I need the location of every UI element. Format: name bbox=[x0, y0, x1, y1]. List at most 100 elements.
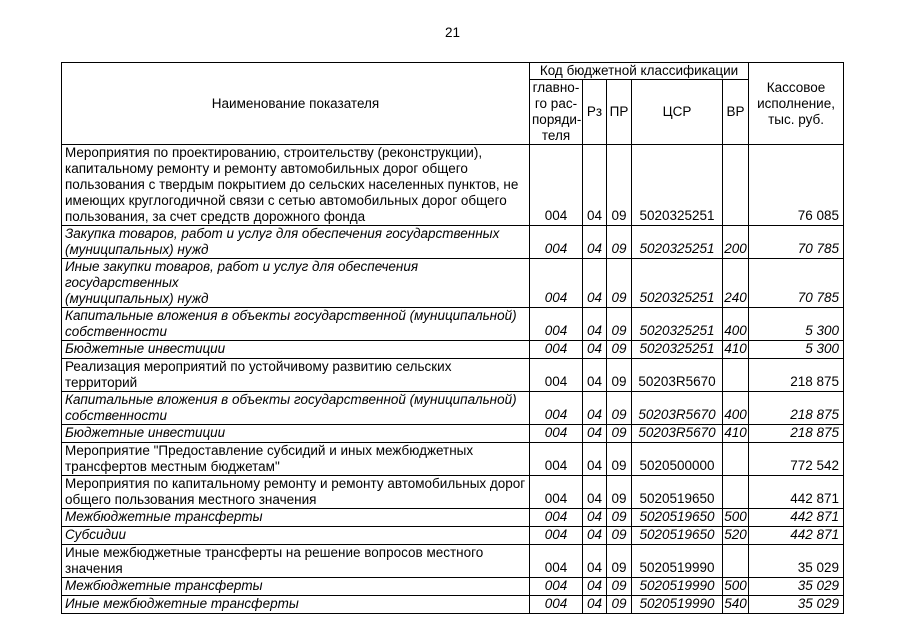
cell-pr: 09 bbox=[606, 340, 632, 359]
cell-amount: 218 875 bbox=[748, 358, 845, 392]
cell-pr: 09 bbox=[606, 358, 632, 392]
cell-rz: 04 bbox=[582, 577, 607, 596]
col-header-csr: ЦСР bbox=[631, 79, 723, 145]
cell-vr: 400 bbox=[721, 307, 750, 341]
table-row: Мероприятия по капитальному ремонту и ре… bbox=[61, 475, 845, 509]
table-row: Субсидии 004 04 09 5020519650 520 442 871 bbox=[61, 526, 845, 545]
cell-pr: 09 bbox=[606, 144, 632, 226]
cell-rz: 04 bbox=[582, 307, 607, 341]
cell-grbs: 004 bbox=[529, 442, 583, 476]
cell-csr: 5020519990 bbox=[631, 544, 723, 578]
budget-table: Наименование показателя Код бюджетной кл… bbox=[61, 62, 845, 614]
cell-amount: 35 029 bbox=[748, 577, 845, 596]
cell-grbs: 004 bbox=[529, 358, 583, 392]
col-header-cash-execution: Кассовое исполнение, тыс. руб. bbox=[748, 62, 845, 145]
cell-csr: 5020325251 bbox=[631, 144, 723, 226]
header-row-group: Наименование показателя Код бюджетной кл… bbox=[61, 62, 845, 145]
cell-rz: 04 bbox=[582, 144, 607, 226]
cell-vr bbox=[721, 358, 750, 392]
table-row: Закупка товаров, работ и услуг для обесп… bbox=[61, 225, 845, 259]
cell-indicator-name: Бюджетные инвестиции bbox=[61, 340, 530, 359]
cell-csr: 50203R5670 bbox=[631, 391, 723, 425]
cell-grbs: 004 bbox=[529, 544, 583, 578]
cell-rz: 04 bbox=[582, 475, 607, 509]
cell-rz: 04 bbox=[582, 258, 607, 308]
cell-csr: 5020519990 bbox=[631, 577, 723, 596]
cell-indicator-name: Межбюджетные трансферты bbox=[61, 577, 530, 596]
cell-grbs: 004 bbox=[529, 595, 583, 614]
cell-rz: 04 bbox=[582, 391, 607, 425]
col-header-vr: ВР bbox=[721, 79, 750, 145]
cell-amount: 35 029 bbox=[748, 595, 845, 614]
cell-indicator-name: Мероприятия по капитальному ремонту и ре… bbox=[61, 475, 530, 509]
cell-pr: 09 bbox=[606, 225, 632, 259]
table-row: Мероприятия по проектированию, строитель… bbox=[61, 144, 845, 226]
cell-amount: 70 785 bbox=[748, 258, 845, 308]
cell-grbs: 004 bbox=[529, 307, 583, 341]
cell-rz: 04 bbox=[582, 225, 607, 259]
cell-grbs: 004 bbox=[529, 475, 583, 509]
cell-indicator-name: Субсидии bbox=[61, 526, 530, 545]
cell-indicator-name: Закупка товаров, работ и услуг для обесп… bbox=[61, 225, 530, 259]
cell-csr: 5020325251 bbox=[631, 307, 723, 341]
cell-vr: 500 bbox=[721, 577, 750, 596]
cell-indicator-name: Иные закупки товаров, работ и услуг для … bbox=[61, 258, 530, 308]
cell-csr: 50203R5670 bbox=[631, 358, 723, 392]
cell-rz: 04 bbox=[582, 442, 607, 476]
cell-indicator-name: Реализация мероприятий по устойчивому ра… bbox=[61, 358, 530, 392]
cell-amount: 442 871 bbox=[748, 475, 845, 509]
cell-vr: 400 bbox=[721, 391, 750, 425]
cell-vr: 540 bbox=[721, 595, 750, 614]
cell-pr: 09 bbox=[606, 544, 632, 578]
cell-vr bbox=[721, 475, 750, 509]
col-header-pr: ПР bbox=[606, 79, 632, 145]
table-row: Бюджетные инвестиции 004 04 09 5020325251 410… bbox=[61, 340, 845, 359]
table-row: Капитальные вложения в объекты государст… bbox=[61, 391, 845, 425]
cell-indicator-name: Бюджетные инвестиции bbox=[61, 424, 530, 443]
cell-grbs: 004 bbox=[529, 526, 583, 545]
table-row: Мероприятие "Предоставление субсидий и и… bbox=[61, 442, 845, 476]
cell-grbs: 004 bbox=[529, 225, 583, 259]
cell-grbs: 004 bbox=[529, 424, 583, 443]
col-header-rz: Рз bbox=[582, 79, 607, 145]
cell-pr: 09 bbox=[606, 595, 632, 614]
cell-grbs: 004 bbox=[529, 258, 583, 308]
cell-csr: 5020519990 bbox=[631, 595, 723, 614]
table-row: Иные межбюджетные трансферты 004 04 09 50205… bbox=[61, 595, 845, 614]
header-row-sub: главно- го рас- поряди- теля Рз ПР ЦСР В… bbox=[62, 79, 844, 145]
cell-amount: 772 542 bbox=[748, 442, 845, 476]
cell-pr: 09 bbox=[606, 424, 632, 443]
cell-csr: 5020325251 bbox=[631, 340, 723, 359]
cell-rz: 04 bbox=[582, 358, 607, 392]
cell-rz: 04 bbox=[582, 595, 607, 614]
budget-table-body: Мероприятия по проектированию, строитель… bbox=[61, 144, 845, 614]
cell-csr: 5020325251 bbox=[631, 225, 723, 259]
cell-indicator-name: Капитальные вложения в объекты государст… bbox=[61, 391, 530, 425]
cell-pr: 09 bbox=[606, 526, 632, 545]
cell-grbs: 004 bbox=[529, 508, 583, 527]
table-row: Иные закупки товаров, работ и услуг для … bbox=[61, 258, 845, 308]
cell-grbs: 004 bbox=[529, 391, 583, 425]
cell-indicator-name: Межбюджетные трансферты bbox=[61, 508, 530, 527]
cell-rz: 04 bbox=[582, 544, 607, 578]
cell-pr: 09 bbox=[606, 307, 632, 341]
cell-amount: 5 300 bbox=[748, 307, 845, 341]
page-number: 21 bbox=[444, 25, 461, 40]
table-row: Реализация мероприятий по устойчивому ра… bbox=[61, 358, 845, 392]
cell-vr: 520 bbox=[721, 526, 750, 545]
cell-indicator-name: Мероприятие "Предоставление субсидий и и… bbox=[61, 442, 530, 476]
cell-pr: 09 bbox=[606, 391, 632, 425]
cell-vr: 200 bbox=[721, 225, 750, 259]
budget-table-header: Наименование показателя Код бюджетной кл… bbox=[61, 62, 845, 145]
col-header-grbs: главно- го рас- поряди- теля bbox=[529, 79, 583, 145]
cell-amount: 218 875 bbox=[748, 424, 845, 443]
cell-pr: 09 bbox=[606, 475, 632, 509]
cell-grbs: 004 bbox=[529, 144, 583, 226]
cell-csr: 50203R5670 bbox=[631, 424, 723, 443]
cell-vr: 240 bbox=[721, 258, 750, 308]
cell-amount: 35 029 bbox=[748, 544, 845, 578]
cell-indicator-name: Мероприятия по проектированию, строитель… bbox=[61, 144, 530, 226]
cell-vr bbox=[721, 442, 750, 476]
cell-grbs: 004 bbox=[529, 340, 583, 359]
